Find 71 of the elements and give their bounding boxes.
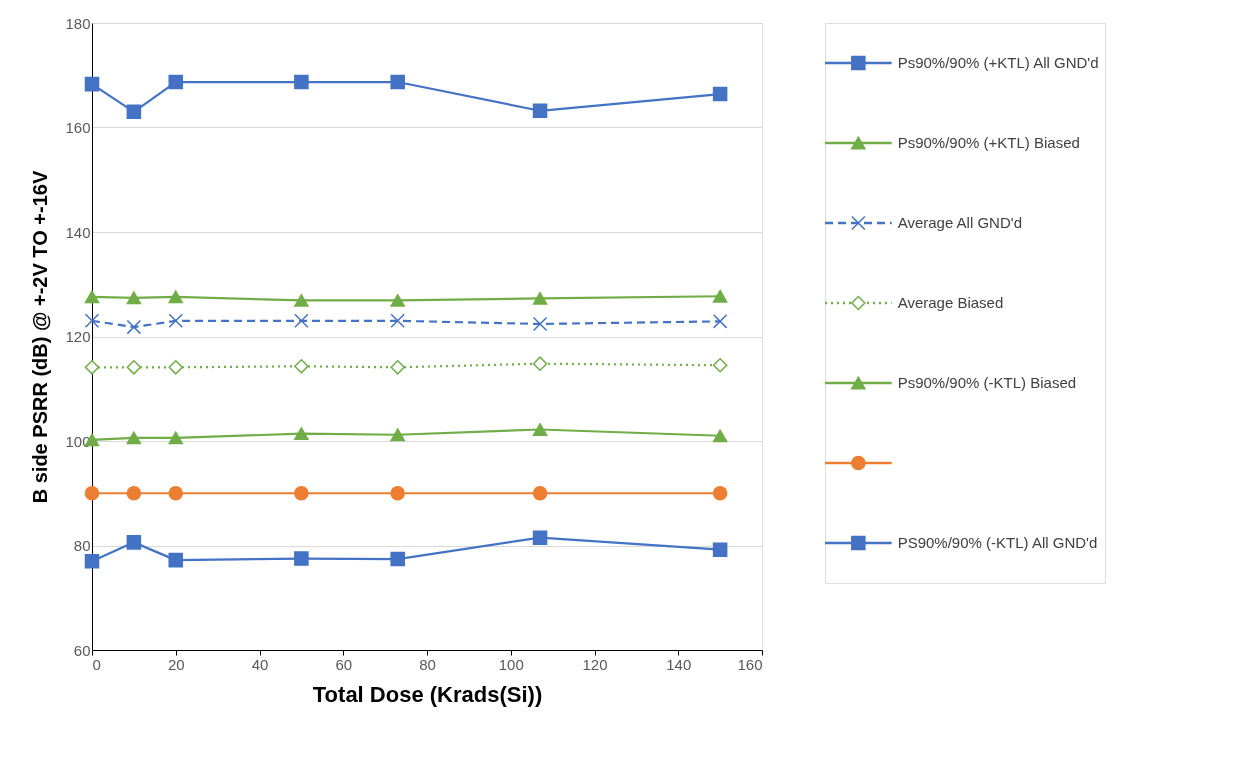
x-axis-title: Total Dose (Krads(Si)) — [312, 681, 543, 707]
point — [126, 535, 142, 550]
x-tick-label: 0 — [92, 655, 101, 673]
y-tick-label: 120 — [65, 328, 91, 345]
legend-label: Average All GND'd — [897, 214, 1022, 231]
point — [168, 485, 184, 501]
y-tick-label: 160 — [65, 119, 91, 136]
point — [168, 74, 184, 90]
point — [126, 291, 142, 305]
point — [84, 76, 100, 92]
point — [126, 485, 142, 501]
point — [294, 313, 309, 329]
point — [390, 294, 405, 307]
x-tick-label: 60 — [335, 655, 353, 673]
x-tick-label: 80 — [419, 655, 436, 673]
point — [294, 74, 309, 90]
point — [390, 551, 405, 567]
point — [532, 423, 548, 436]
point — [84, 360, 100, 375]
point — [712, 86, 728, 102]
y-tick-label: 60 — [73, 641, 91, 659]
point — [294, 427, 309, 441]
point — [712, 429, 728, 443]
point — [532, 356, 548, 371]
legend-label: Ps90%/90% (-KTL) Biased — [897, 374, 1077, 391]
point — [84, 553, 100, 569]
point — [532, 530, 548, 545]
point — [168, 290, 184, 304]
x-tick-label: 40 — [251, 655, 269, 673]
x-tick-label: 20 — [167, 655, 185, 673]
point — [294, 551, 309, 566]
point — [390, 360, 405, 375]
point — [390, 313, 405, 329]
point — [712, 289, 728, 303]
y-tick-label: 80 — [73, 537, 91, 554]
x-tick-label: 100 — [498, 655, 524, 673]
point — [712, 314, 728, 329]
point — [168, 431, 184, 445]
point — [294, 485, 309, 501]
point — [168, 360, 184, 375]
point — [294, 359, 309, 374]
point — [390, 485, 405, 501]
y-axis-title: B side PSRR (dB) @ +-2V TO +-16V — [29, 170, 52, 504]
point — [126, 319, 142, 335]
point — [712, 542, 728, 557]
point — [126, 104, 142, 120]
point — [294, 294, 309, 307]
x-tick-label: 120 — [582, 655, 608, 673]
point — [532, 291, 548, 305]
point — [84, 313, 100, 329]
y-tick-label: 180 — [65, 14, 91, 32]
point — [532, 485, 548, 501]
point — [84, 485, 100, 501]
point — [126, 431, 142, 445]
legend-label: Ps90%/90% (+KTL) Biased — [897, 134, 1080, 151]
point — [390, 428, 405, 442]
x-tick-label: 140 — [666, 655, 692, 673]
point — [126, 360, 142, 375]
point — [712, 485, 728, 501]
point — [168, 313, 184, 329]
point — [390, 74, 405, 90]
point — [712, 357, 728, 373]
y-tick-label: 140 — [65, 223, 91, 241]
x-tick-label: 160 — [737, 655, 763, 673]
legend-label: Ps90%/90% (+KTL) All GND'd — [897, 54, 1099, 71]
legend-label: PS90%/90% (-KTL) All GND'd — [897, 534, 1098, 551]
point — [532, 316, 548, 332]
legend-label: Average Biased — [897, 294, 1004, 311]
point — [168, 552, 184, 568]
point — [532, 103, 548, 119]
point — [84, 290, 100, 304]
